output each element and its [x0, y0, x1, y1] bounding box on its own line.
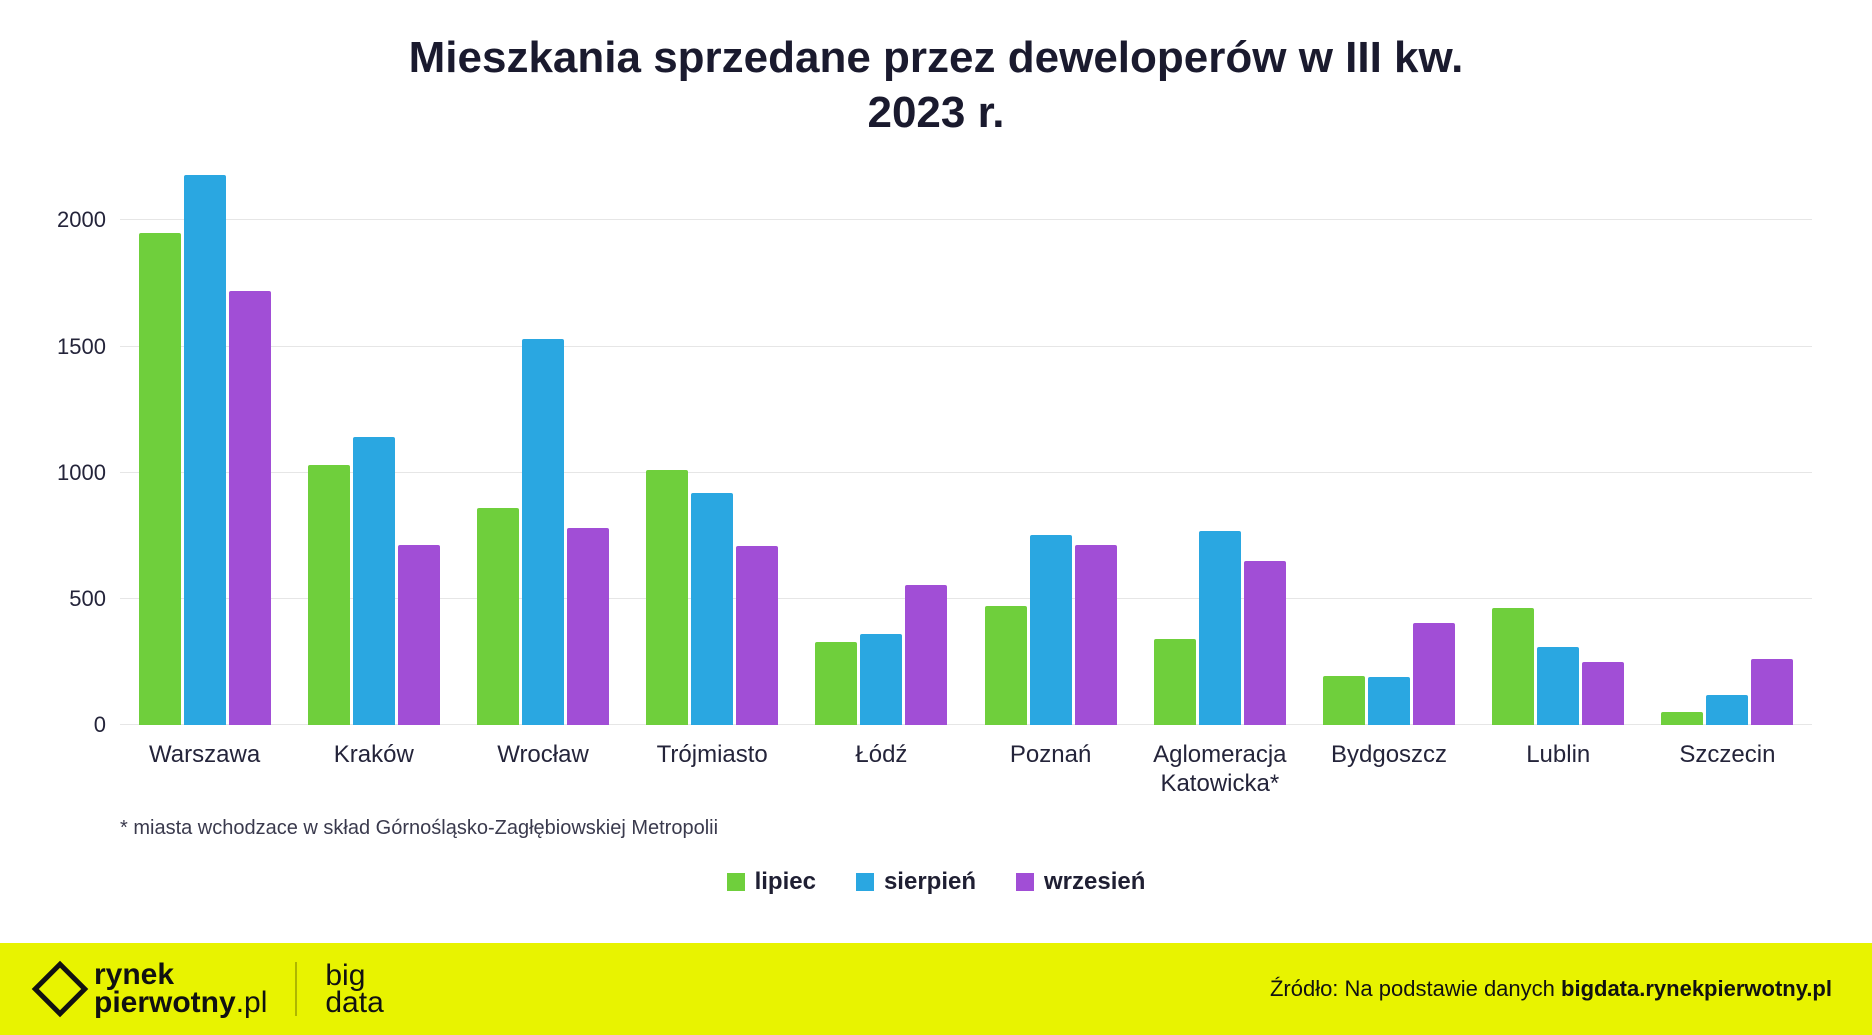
bar	[1323, 676, 1365, 725]
bar	[646, 470, 688, 725]
legend-item: sierpień	[856, 868, 976, 896]
source-prefix: Źródło: Na podstawie danych	[1270, 976, 1561, 1001]
bar-group	[1643, 170, 1812, 725]
chart-footnote: * miasta wchodzace w skład Górnośląsko-Z…	[120, 817, 1872, 840]
x-tick-label: Trójmiasto	[628, 725, 797, 799]
brand-line2-bold: pierwotny	[94, 986, 236, 1019]
bar	[860, 634, 902, 725]
bar	[184, 175, 226, 725]
footer-bar: rynek pierwotny.pl big data Źródło: Na p…	[0, 943, 1872, 1035]
legend-label: wrzesień	[1044, 868, 1145, 896]
footer-left: rynek pierwotny.pl big data	[40, 961, 384, 1018]
bigdata-line1: big	[325, 962, 383, 989]
x-tick-label: Bydgoszcz	[1304, 725, 1473, 799]
bar	[1751, 659, 1793, 725]
bigdata-line2: data	[325, 989, 383, 1016]
chart-title-line2: 2023 r.	[60, 85, 1812, 140]
bar	[1199, 531, 1241, 725]
bar	[1661, 712, 1703, 725]
legend-swatch	[727, 873, 745, 891]
y-tick-label: 0	[94, 712, 120, 738]
brand-bigdata: big data	[325, 962, 383, 1016]
bar	[905, 585, 947, 725]
bar	[567, 528, 609, 725]
y-tick-label: 500	[69, 586, 120, 612]
x-tick-label: Kraków	[289, 725, 458, 799]
x-tick-label: Łódź	[797, 725, 966, 799]
bar	[1154, 639, 1196, 725]
bar	[353, 437, 395, 725]
bar-group	[289, 170, 458, 725]
footer-source: Źródło: Na podstawie danych bigdata.ryne…	[1270, 976, 1832, 1002]
y-tick-label: 1500	[57, 334, 120, 360]
legend-item: wrzesień	[1016, 868, 1145, 896]
legend-item: lipiec	[727, 868, 816, 896]
bar	[139, 233, 181, 725]
y-tick-label: 2000	[57, 207, 120, 233]
x-tick-label: Warszawa	[120, 725, 289, 799]
x-tick-label: Lublin	[1474, 725, 1643, 799]
brand-rynekpierwotny: rynek pierwotny.pl	[40, 961, 267, 1018]
bar	[1582, 662, 1624, 725]
footer-divider	[295, 962, 297, 1016]
chart-title-line1: Mieszkania sprzedane przez deweloperów w…	[60, 30, 1812, 85]
y-tick-label: 1000	[57, 460, 120, 486]
bar	[736, 546, 778, 725]
brand-line2-thin: .pl	[236, 986, 268, 1019]
bar-group	[120, 170, 289, 725]
bar-group	[628, 170, 797, 725]
bar-groups	[120, 170, 1812, 725]
x-tick-label: Poznań	[966, 725, 1135, 799]
x-tick-label: Szczecin	[1643, 725, 1812, 799]
bar	[1030, 535, 1072, 725]
x-axis-labels: WarszawaKrakówWrocławTrójmiastoŁódźPozna…	[120, 725, 1812, 799]
bar	[1537, 647, 1579, 725]
source-bold: bigdata.rynekpierwotny.pl	[1561, 976, 1832, 1001]
bar	[815, 642, 857, 725]
bar	[1368, 677, 1410, 725]
bar	[985, 606, 1027, 725]
bar-group	[1135, 170, 1304, 725]
brand-mark-icon	[32, 961, 89, 1018]
legend-label: sierpień	[884, 868, 976, 896]
bar-group	[1304, 170, 1473, 725]
bar	[398, 545, 440, 725]
bar	[1706, 695, 1748, 725]
chart-legend: lipiec sierpień wrzesień	[0, 868, 1872, 896]
bar-group	[458, 170, 627, 725]
brand-text: rynek pierwotny.pl	[94, 961, 267, 1018]
bar-group	[1474, 170, 1643, 725]
bar	[522, 339, 564, 725]
x-tick-label: Wrocław	[458, 725, 627, 799]
legend-swatch	[1016, 873, 1034, 891]
legend-label: lipiec	[755, 868, 816, 896]
chart-title: Mieszkania sprzedane przez deweloperów w…	[0, 0, 1872, 150]
x-tick-label: AglomeracjaKatowicka*	[1135, 725, 1304, 799]
bar	[308, 465, 350, 725]
bar-group	[797, 170, 966, 725]
bar	[1413, 623, 1455, 725]
legend-swatch	[856, 873, 874, 891]
bar	[1244, 561, 1286, 725]
bar-group	[966, 170, 1135, 725]
bar	[691, 493, 733, 725]
bar	[1075, 545, 1117, 725]
bar	[1492, 608, 1534, 725]
bar	[477, 508, 519, 725]
bar	[229, 291, 271, 725]
chart-plot-area: 0500100015002000	[120, 170, 1812, 725]
